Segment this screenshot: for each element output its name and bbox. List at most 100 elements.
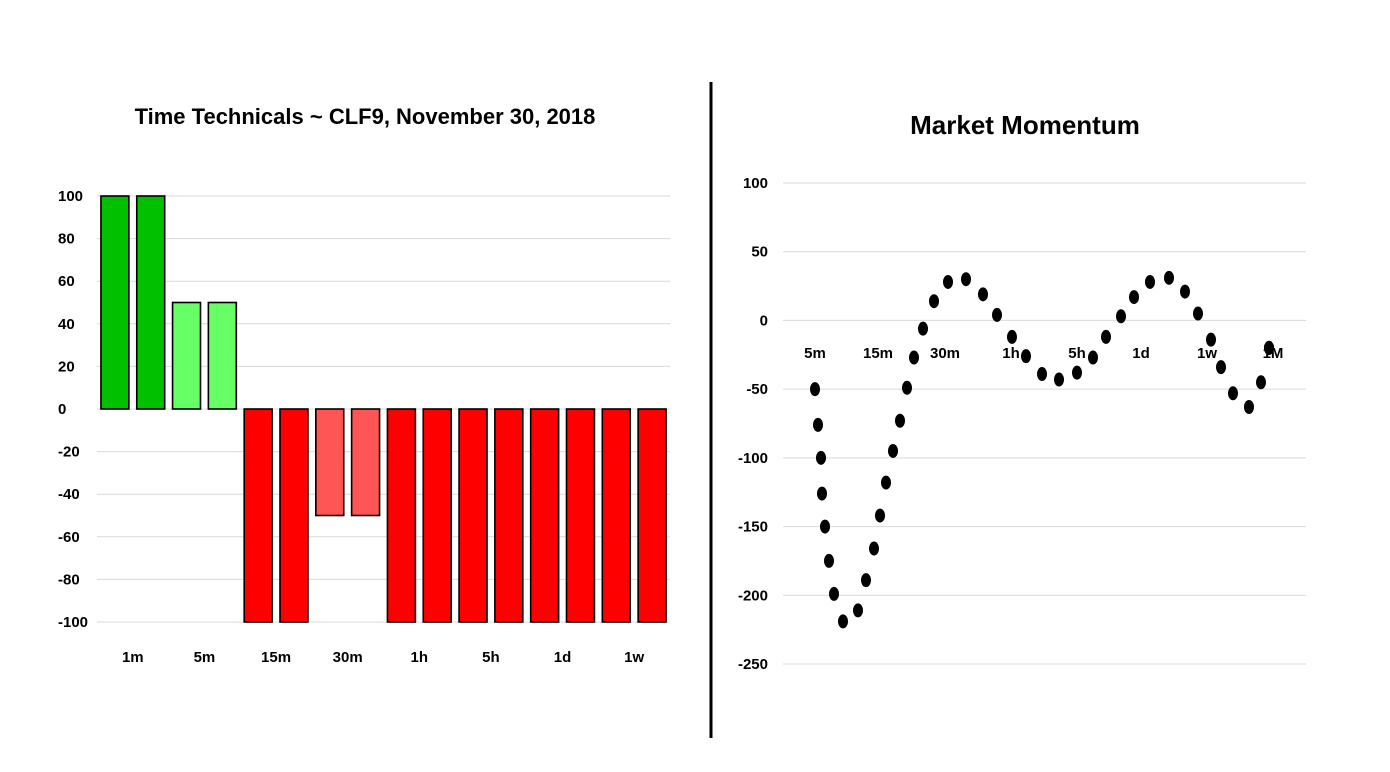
momentum-point	[1256, 375, 1266, 390]
momentum-point	[817, 486, 827, 501]
momentum-point	[895, 413, 905, 428]
momentum-chart-gridlines	[783, 182, 1306, 665]
bar-y-tick-label: -100	[58, 614, 88, 631]
bar-category-label: 5m	[194, 649, 216, 666]
bar-y-tick-label: -80	[58, 571, 80, 588]
momentum-chart-x-axis: 5m 15m 30m 1h 5h 1d 1w 1M	[804, 345, 1283, 362]
momentum-point	[1007, 329, 1017, 344]
bar	[637, 408, 667, 623]
bar-y-tick-label: 80	[58, 231, 75, 248]
bar	[315, 408, 345, 517]
momentum-point	[1129, 290, 1139, 305]
momentum-point	[1228, 386, 1238, 401]
bar	[135, 195, 166, 410]
momentum-point	[813, 417, 823, 432]
bar-chart-title: Time Technicals ~ CLF9, November 30, 201…	[135, 104, 596, 129]
momentum-point	[1206, 332, 1216, 347]
momentum-point	[1216, 360, 1226, 375]
bar-chart-bars	[100, 195, 667, 623]
momentum-point	[1244, 400, 1254, 415]
momentum-point	[943, 274, 953, 289]
bar	[494, 408, 524, 623]
momentum-point	[909, 350, 919, 365]
momentum-category-label: 1h	[1002, 345, 1020, 362]
market-momentum-chart: Market Momentum 100 50 0 -50 -100 -150 -200 -25…	[738, 110, 1306, 673]
momentum-point	[1088, 350, 1098, 365]
momentum-y-tick-label: -200	[738, 587, 768, 604]
momentum-chart-y-axis: 100 50 0 -50 -100 -150 -200 -250	[738, 175, 768, 673]
bar	[529, 408, 560, 623]
momentum-point	[1054, 372, 1064, 387]
bar	[458, 408, 488, 623]
momentum-point	[1145, 274, 1155, 289]
bar-category-label: 30m	[333, 649, 363, 666]
bar-y-tick-label: 100	[58, 188, 83, 205]
momentum-category-label: 15m	[863, 345, 893, 362]
bar-y-tick-label: 40	[58, 316, 75, 333]
bar-y-tick-label: 0	[58, 401, 66, 418]
bar-chart-x-axis: 1m 5m 15m 30m 1h 5h 1d 1w	[122, 649, 645, 666]
momentum-point	[816, 450, 826, 465]
momentum-point	[829, 586, 839, 601]
momentum-y-tick-label: 50	[751, 244, 768, 261]
bar	[350, 408, 381, 517]
momentum-point	[820, 519, 830, 534]
momentum-point	[1164, 270, 1174, 285]
time-technicals-bar-chart: Time Technicals ~ CLF9, November 30, 201…	[58, 104, 670, 666]
bar-category-label: 5h	[482, 649, 500, 666]
momentum-y-tick-label: -100	[738, 450, 768, 467]
bar-category-label: 15m	[261, 649, 291, 666]
momentum-point	[929, 294, 939, 309]
momentum-point	[902, 380, 912, 395]
momentum-point	[992, 307, 1002, 322]
bar-y-tick-label: -40	[58, 486, 80, 503]
momentum-point	[1101, 329, 1111, 344]
momentum-category-label: 30m	[930, 345, 960, 362]
momentum-category-label: 5h	[1068, 345, 1086, 362]
bar-y-tick-label: -60	[58, 529, 80, 546]
bar	[100, 195, 130, 410]
momentum-point	[1021, 349, 1031, 364]
bar-category-label: 1h	[411, 649, 429, 666]
bar-chart-y-axis: 100 80 60 40 20 0 -20 -40 -60 -80 -100	[58, 188, 88, 631]
bar	[279, 408, 309, 623]
bar	[207, 301, 238, 410]
momentum-category-label: 1d	[1132, 345, 1150, 362]
momentum-y-tick-label: -250	[738, 656, 768, 673]
momentum-point	[824, 553, 834, 568]
momentum-y-tick-label: -50	[746, 381, 768, 398]
momentum-chart-points	[810, 270, 1274, 629]
momentum-point	[1193, 306, 1203, 321]
momentum-point	[1037, 367, 1047, 382]
momentum-point	[1180, 284, 1190, 299]
bar	[171, 301, 202, 410]
bar-category-label: 1w	[624, 649, 644, 666]
bar-y-tick-label: 20	[58, 358, 75, 375]
bar-category-label: 1d	[554, 649, 572, 666]
momentum-chart-title: Market Momentum	[910, 110, 1140, 140]
momentum-point	[1072, 365, 1082, 380]
bar-y-tick-label: -20	[58, 444, 80, 461]
momentum-point	[1264, 340, 1274, 355]
bar-category-label: 1m	[122, 649, 144, 666]
momentum-y-tick-label: 100	[743, 175, 768, 192]
bar	[386, 408, 417, 623]
momentum-point	[888, 443, 898, 458]
bar	[243, 408, 273, 623]
momentum-point	[838, 614, 848, 629]
momentum-point	[1116, 309, 1126, 324]
momentum-point	[978, 287, 988, 302]
momentum-point	[961, 272, 971, 287]
momentum-y-tick-label: 0	[760, 312, 768, 329]
momentum-point	[875, 508, 885, 523]
momentum-point	[881, 475, 891, 490]
bar	[601, 408, 632, 623]
momentum-point	[810, 382, 820, 397]
bar	[565, 408, 596, 623]
momentum-point	[869, 541, 879, 556]
momentum-y-tick-label: -150	[738, 519, 768, 536]
bar-y-tick-label: 60	[58, 273, 75, 290]
momentum-point	[918, 321, 928, 336]
momentum-point	[861, 573, 871, 588]
